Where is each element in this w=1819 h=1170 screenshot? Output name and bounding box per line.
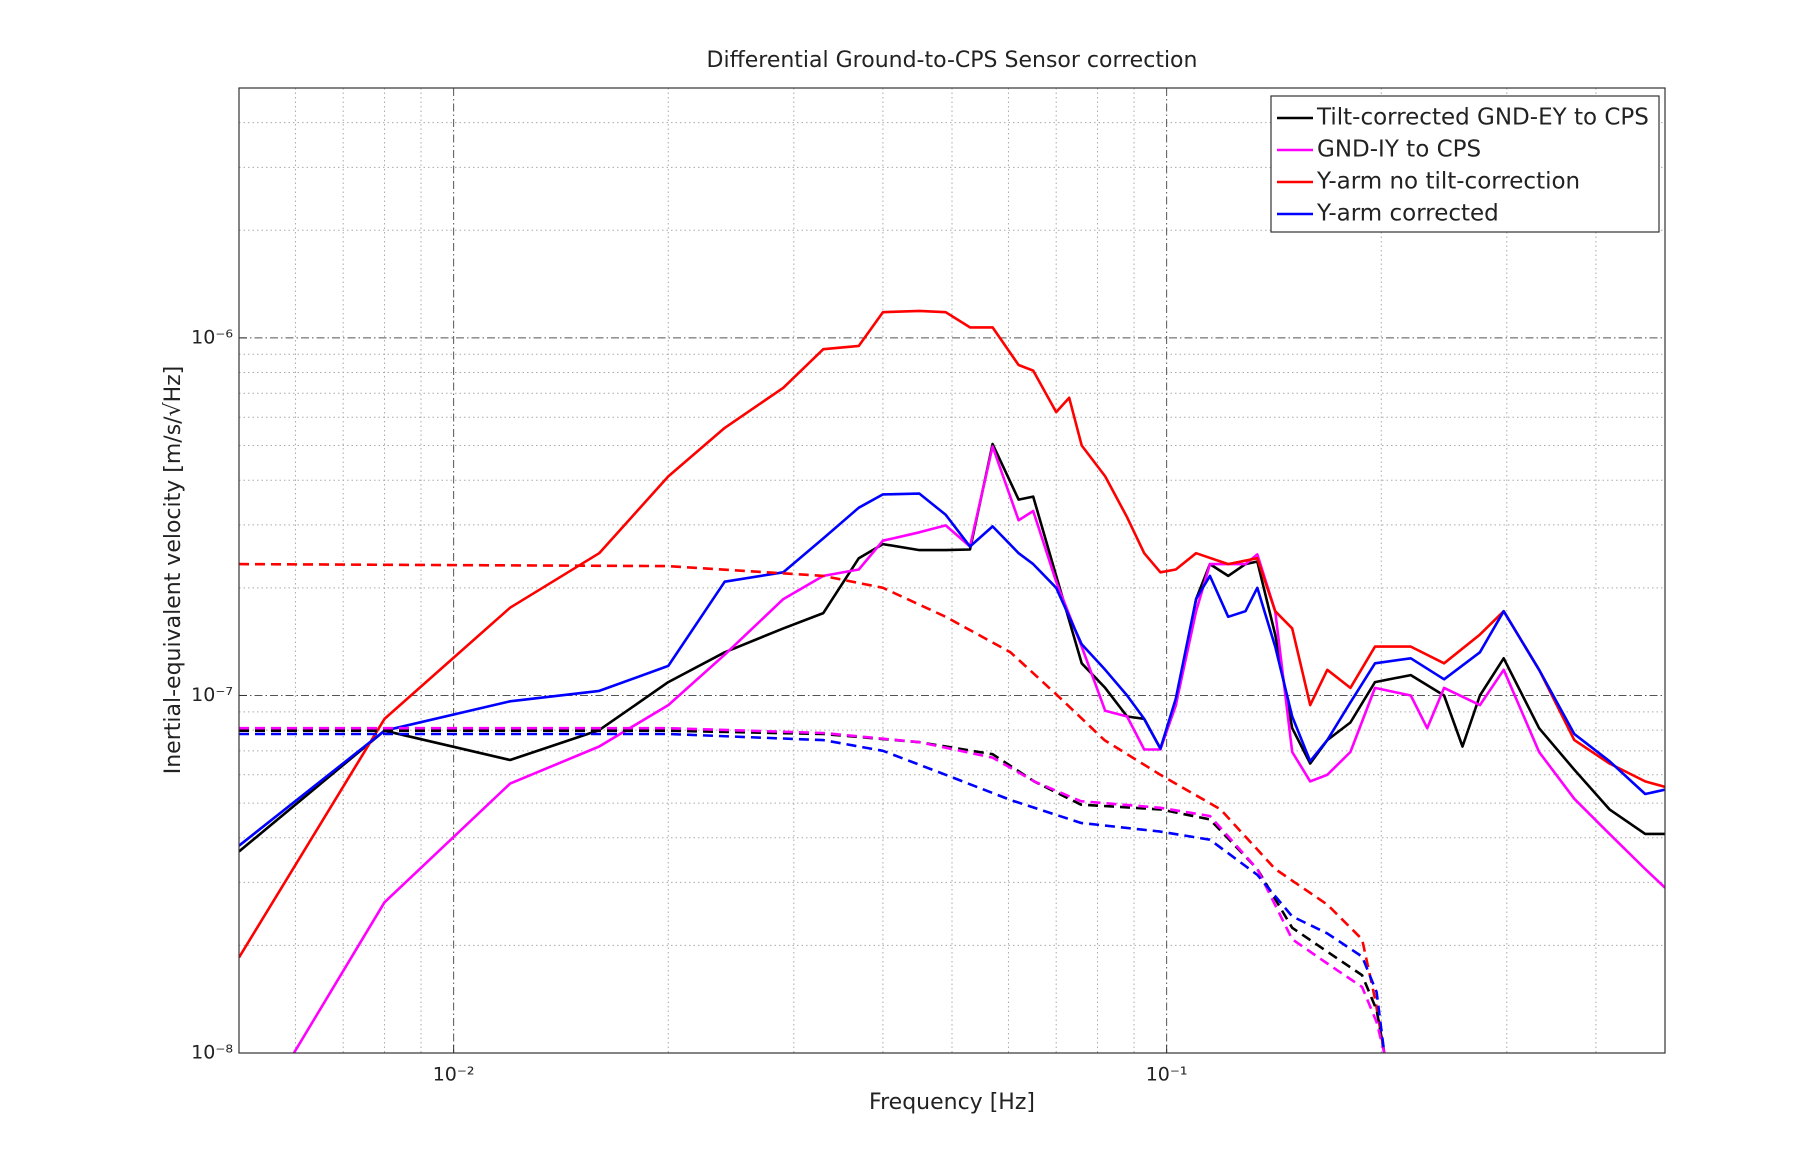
legend-box [1270,95,1660,233]
lines [239,309,1665,1053]
series-line [239,309,1665,959]
legend-label: Y-arm corrected [1316,201,1499,227]
y-axis-label: Inertial-equivalent velocity [m/s/√Hz] [161,366,186,775]
x-axis-label: Frequency [Hz] [869,1090,1035,1115]
series-line [239,562,1386,1053]
x-tick-label: 10⁻² [433,1064,475,1086]
x-tick-label: 10⁻¹ [1146,1064,1188,1086]
legend-label: Y-arm no tilt-correction [1316,169,1580,195]
chart-title: Differential Ground-to-CPS Sensor correc… [707,48,1198,73]
y-tick-label: 10⁻⁷ [191,684,233,706]
legend-label: GND-IY to CPS [1317,137,1481,163]
series-line [239,492,1665,847]
plot-frame [238,87,1666,1054]
legend-label: Tilt-corrected GND-EY to CPS [1316,105,1649,131]
legend: Tilt-corrected GND-EY to CPS GND-IY to CP… [1270,95,1660,233]
series-line [239,732,1386,1053]
series-line [239,726,1386,1053]
y-tick-label: 10⁻⁸ [191,1042,233,1064]
y-tick-label: 10⁻⁶ [191,326,233,348]
